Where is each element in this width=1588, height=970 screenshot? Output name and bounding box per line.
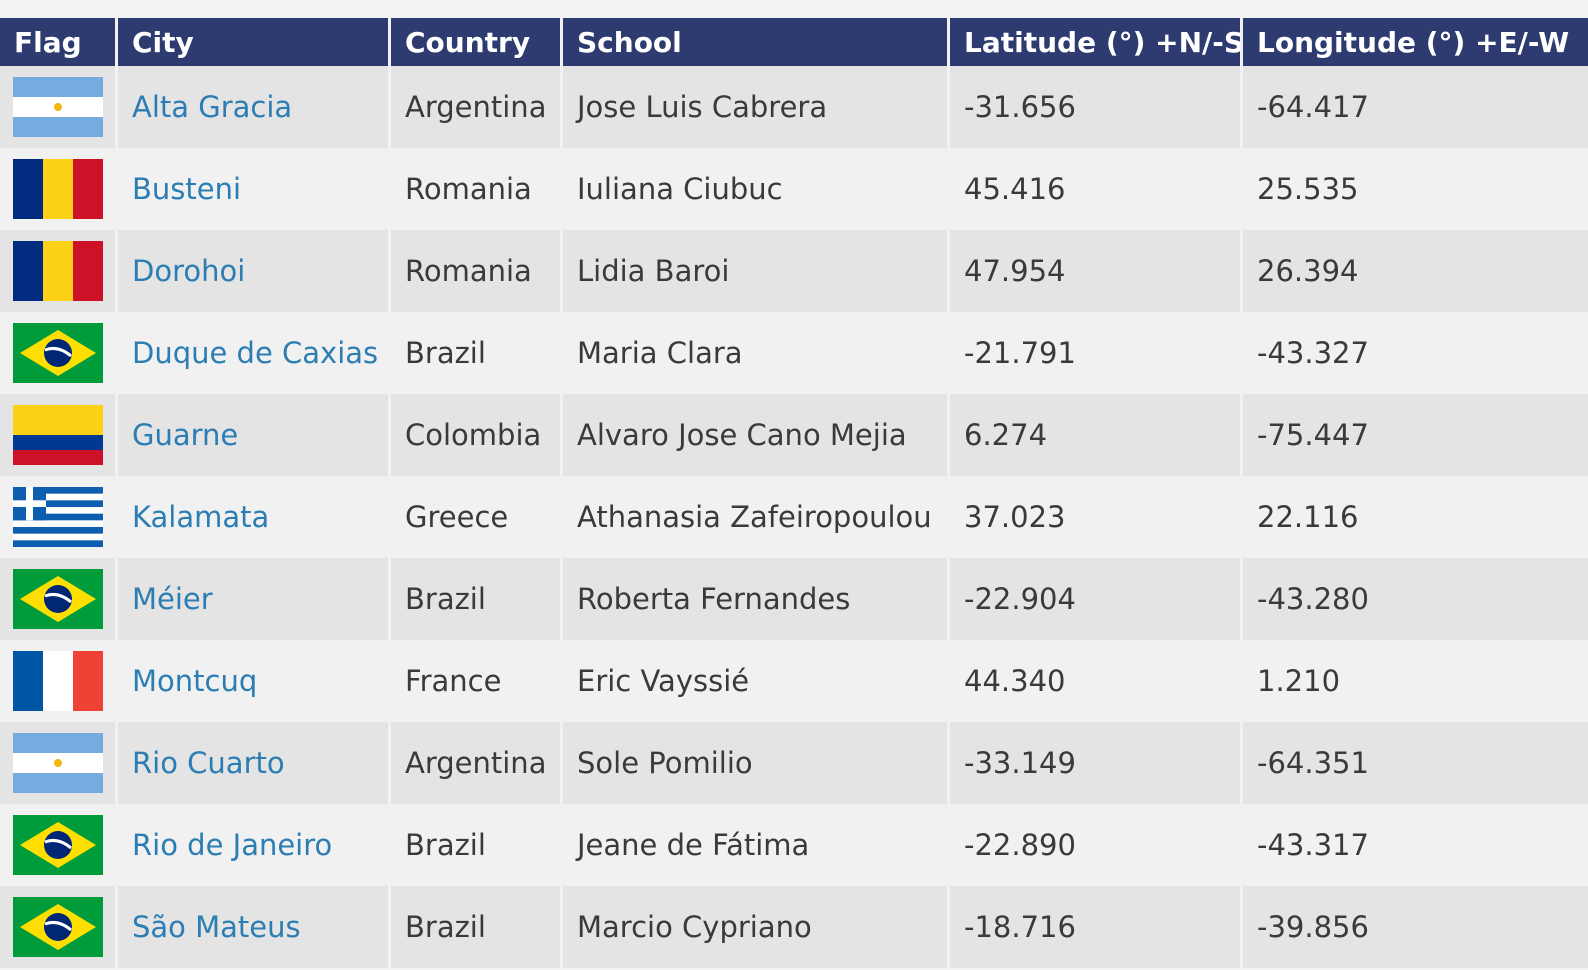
city-link[interactable]: Rio Cuarto (118, 722, 388, 804)
table-cell: Jose Luis Cabrera (563, 66, 947, 148)
header-cell: City (118, 18, 388, 66)
table-cell: -43.327 (1243, 312, 1588, 394)
table-cell: Brazil (391, 886, 560, 968)
header-cell: School (563, 18, 947, 66)
table-cell: Romania (391, 230, 560, 312)
table-cell: -39.856 (1243, 886, 1588, 968)
table-cell: 1.210 (1243, 640, 1588, 722)
header-cell: Latitude (°) +N/-S (950, 18, 1240, 66)
table-cell: Maria Clara (563, 312, 947, 394)
table-cell: 47.954 (950, 230, 1240, 312)
table-cell: -43.280 (1243, 558, 1588, 640)
city-link[interactable]: Guarne (118, 394, 388, 476)
table-cell: -31.656 (950, 66, 1240, 148)
table-cell: Sole Pomilio (563, 722, 947, 804)
flag-cell (0, 66, 115, 148)
table-cell: Argentina (391, 722, 560, 804)
city-link[interactable]: Duque de Caxias (118, 312, 388, 394)
table-cell: Colombia (391, 394, 560, 476)
table-cell: -33.149 (950, 722, 1240, 804)
table-cell: Brazil (391, 312, 560, 394)
flag-icon (13, 323, 103, 383)
table-cell: 37.023 (950, 476, 1240, 558)
header-cell: Longitude (°) +E/-W (1243, 18, 1588, 66)
city-link[interactable]: Montcuq (118, 640, 388, 722)
flag-cell (0, 394, 115, 476)
flag-icon (13, 241, 103, 301)
table-cell: -64.351 (1243, 722, 1588, 804)
table-cell: Roberta Fernandes (563, 558, 947, 640)
flag-cell (0, 230, 115, 312)
table-cell: 26.394 (1243, 230, 1588, 312)
city-link[interactable]: Dorohoi (118, 230, 388, 312)
city-link[interactable]: Kalamata (118, 476, 388, 558)
table-cell: 22.116 (1243, 476, 1588, 558)
table-cell: Greece (391, 476, 560, 558)
flag-icon (13, 815, 103, 875)
table-cell: Athanasia Zafeiropoulou (563, 476, 947, 558)
table-cell: 44.340 (950, 640, 1240, 722)
flag-icon (13, 569, 103, 629)
flag-cell (0, 804, 115, 886)
flag-icon (13, 77, 103, 137)
table-cell: 25.535 (1243, 148, 1588, 230)
table-cell: Alvaro Jose Cano Mejia (563, 394, 947, 476)
city-link[interactable]: Busteni (118, 148, 388, 230)
table-cell: -43.317 (1243, 804, 1588, 886)
table-cell: Brazil (391, 804, 560, 886)
table-cell: -21.791 (950, 312, 1240, 394)
city-link[interactable]: Méier (118, 558, 388, 640)
flag-icon (13, 733, 103, 793)
table-cell: Jeane de Fátima (563, 804, 947, 886)
table-cell: -22.890 (950, 804, 1240, 886)
header-cell: Flag (0, 18, 115, 66)
flag-icon (13, 487, 103, 547)
city-link[interactable]: Alta Gracia (118, 66, 388, 148)
header-cell: Country (391, 18, 560, 66)
table-cell: 45.416 (950, 148, 1240, 230)
flag-cell (0, 312, 115, 394)
flag-cell (0, 886, 115, 968)
table-cell: Argentina (391, 66, 560, 148)
table-cell: -64.417 (1243, 66, 1588, 148)
table-cell: -18.716 (950, 886, 1240, 968)
table-cell: Brazil (391, 558, 560, 640)
table-cell: France (391, 640, 560, 722)
table-cell: -75.447 (1243, 394, 1588, 476)
flag-cell (0, 722, 115, 804)
table-cell: Lidia Baroi (563, 230, 947, 312)
flag-icon (13, 159, 103, 219)
table-cell: 6.274 (950, 394, 1240, 476)
city-link[interactable]: Rio de Janeiro (118, 804, 388, 886)
table-cell: -22.904 (950, 558, 1240, 640)
table-cell: Romania (391, 148, 560, 230)
flag-cell (0, 640, 115, 722)
table-cell: Eric Vayssié (563, 640, 947, 722)
flag-cell (0, 476, 115, 558)
flag-icon (13, 897, 103, 957)
table-cell: Iuliana Ciubuc (563, 148, 947, 230)
flag-icon (13, 405, 103, 465)
flag-icon (13, 651, 103, 711)
table-cell: Marcio Cypriano (563, 886, 947, 968)
flag-cell (0, 558, 115, 640)
city-link[interactable]: São Mateus (118, 886, 388, 968)
flag-cell (0, 148, 115, 230)
